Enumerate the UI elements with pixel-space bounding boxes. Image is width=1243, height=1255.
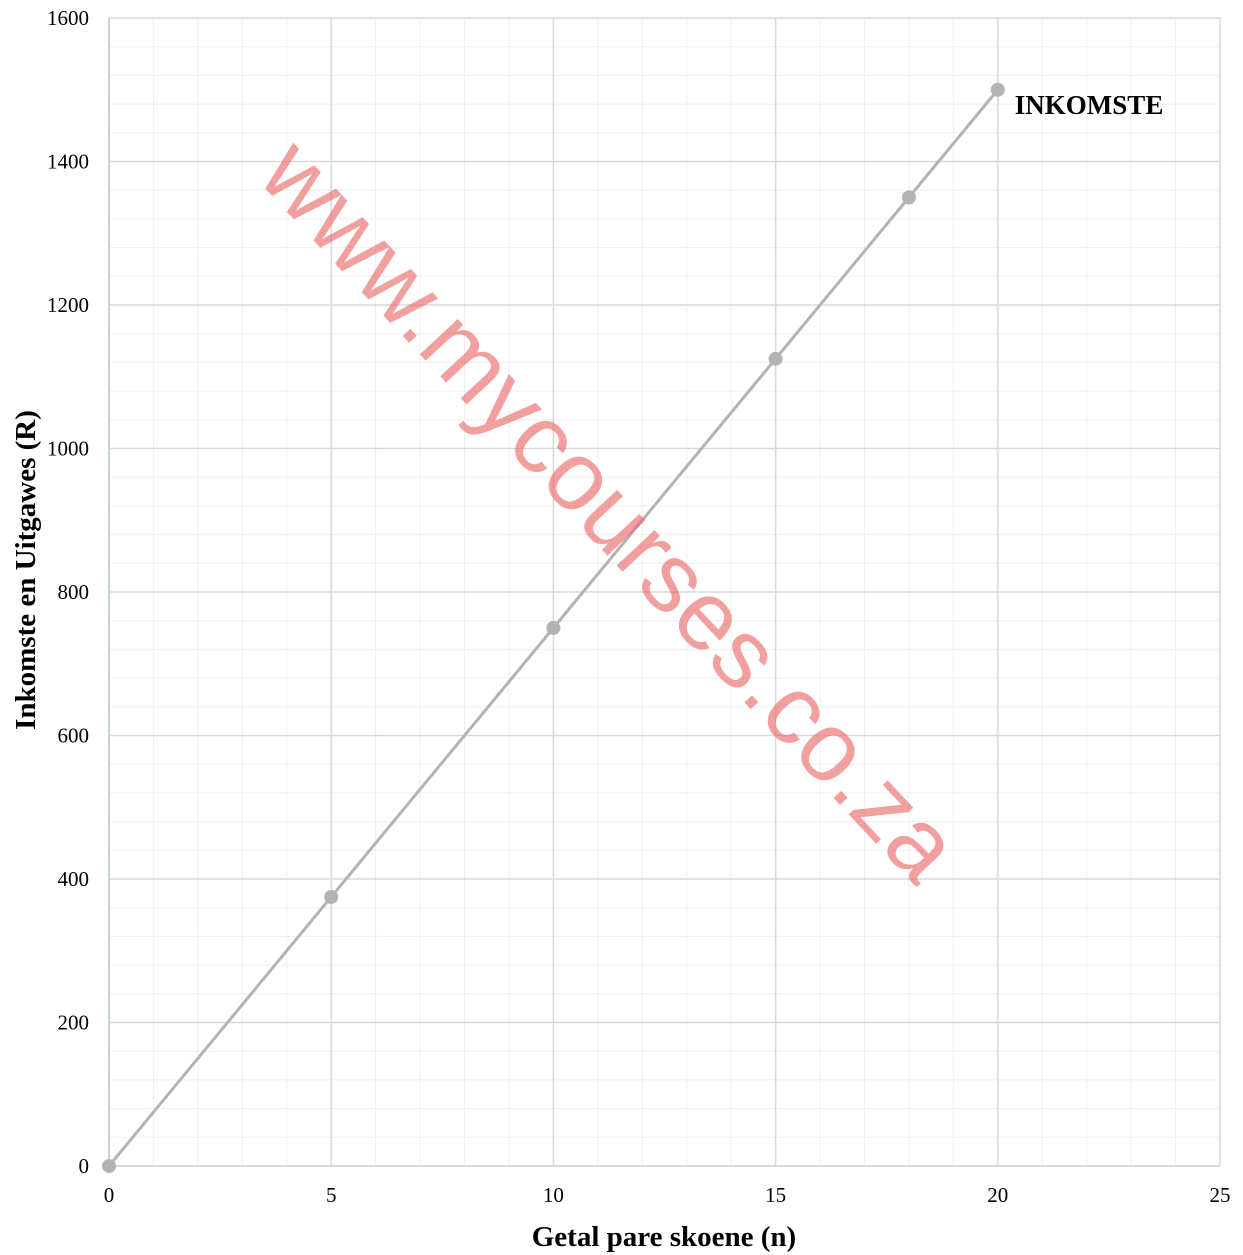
y-tick-label: 1200 bbox=[47, 293, 89, 317]
x-tick-label: 20 bbox=[987, 1183, 1008, 1207]
x-tick-label: 10 bbox=[543, 1183, 564, 1207]
data-point bbox=[990, 82, 1005, 97]
y-axis-title: Inkomste en Uitgawes (R) bbox=[10, 410, 42, 730]
y-tick-label: 600 bbox=[58, 724, 90, 748]
y-tick-label: 800 bbox=[58, 580, 90, 604]
data-point bbox=[546, 620, 561, 635]
y-tick-label: 400 bbox=[58, 867, 90, 891]
x-axis-title: Getal pare skoene (n) bbox=[532, 1221, 796, 1253]
data-point bbox=[901, 190, 916, 205]
series-layer bbox=[102, 82, 1005, 1173]
data-point bbox=[324, 889, 339, 904]
series-label: INKOMSTE bbox=[1015, 90, 1164, 120]
data-point bbox=[768, 351, 783, 366]
y-tick-label: 1600 bbox=[47, 6, 89, 30]
x-tick-label: 15 bbox=[765, 1183, 786, 1207]
y-tick-label: 1000 bbox=[47, 437, 89, 461]
axes bbox=[108, 18, 1220, 1167]
data-point bbox=[102, 1159, 116, 1173]
y-tick-label: 0 bbox=[79, 1154, 90, 1178]
series-line bbox=[107, 88, 999, 1167]
x-tick-label: 5 bbox=[326, 1183, 337, 1207]
x-tick-label: 25 bbox=[1210, 1183, 1231, 1207]
y-tick-label: 1400 bbox=[47, 150, 89, 174]
x-tick-labels: 0 5 10 15 20 25 bbox=[104, 1183, 1231, 1207]
x-tick-label: 0 bbox=[104, 1183, 115, 1207]
y-tick-label: 200 bbox=[58, 1011, 90, 1035]
y-tick-labels: 0 200 400 600 800 1000 1200 1400 1600 bbox=[47, 6, 89, 1178]
